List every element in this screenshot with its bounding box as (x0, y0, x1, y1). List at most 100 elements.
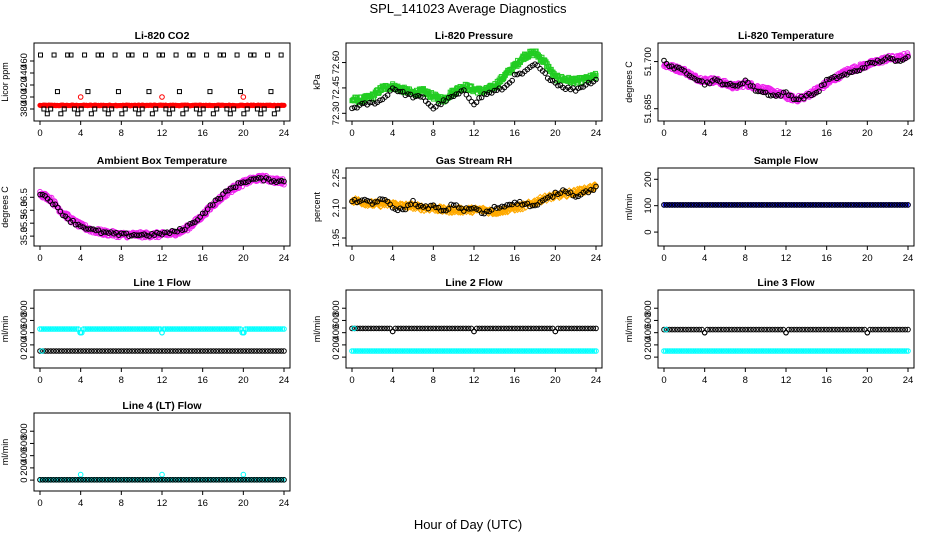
data-point (275, 326, 282, 332)
data-point (420, 94, 426, 100)
data-point (392, 325, 399, 332)
data-point (194, 477, 201, 483)
data-point (446, 325, 453, 332)
data-point (254, 348, 260, 354)
data-point (485, 348, 491, 354)
data-point (737, 326, 743, 333)
x-tick-label: 20 (238, 128, 249, 139)
data-point (195, 326, 202, 332)
data-point (368, 348, 374, 354)
data-point (765, 348, 772, 354)
data-point (446, 348, 453, 354)
y-tick-label: 460 (19, 53, 30, 69)
data-point (183, 348, 190, 354)
data-point (471, 205, 477, 211)
data-point (364, 197, 371, 204)
data-point (354, 348, 361, 354)
data-point (72, 326, 78, 332)
data-point (54, 326, 61, 332)
data-point (241, 111, 247, 117)
data-point (382, 348, 388, 354)
data-point (444, 325, 450, 332)
data-point (560, 348, 566, 354)
data-point (805, 348, 812, 354)
data-point (171, 228, 178, 235)
data-point (530, 348, 537, 354)
data-point (435, 100, 442, 107)
data-point (399, 348, 406, 354)
data-point (61, 348, 68, 354)
data-point (791, 202, 797, 208)
data-point (68, 52, 74, 58)
data-point (75, 348, 81, 354)
data-point (682, 202, 689, 208)
data-point (170, 348, 176, 354)
data-point (457, 348, 463, 354)
data-point (389, 348, 395, 354)
data-point (246, 326, 252, 332)
data-point (240, 329, 247, 336)
data-point (486, 89, 493, 96)
data-point (159, 94, 165, 100)
data-point (408, 325, 415, 332)
data-point (131, 326, 137, 332)
data-point (450, 348, 456, 354)
data-point (147, 326, 153, 332)
data-point (532, 202, 538, 209)
data-point (186, 348, 192, 354)
data-point (897, 58, 904, 64)
data-point (901, 348, 908, 354)
data-point (49, 201, 56, 208)
data-point (42, 348, 49, 354)
data-point (199, 210, 206, 217)
data-point (718, 348, 725, 354)
data-point (669, 202, 675, 208)
data-point (44, 111, 50, 117)
x-tick-label: 16 (509, 375, 520, 386)
data-point (240, 348, 247, 354)
data-point (675, 348, 681, 354)
data-point (278, 348, 285, 354)
y-axis-label: ml/min (624, 316, 634, 343)
data-point (867, 202, 873, 208)
data-point (179, 227, 186, 233)
data-point (264, 477, 271, 483)
data-point (235, 348, 241, 354)
data-point (418, 348, 425, 354)
data-point (251, 477, 257, 483)
data-point (886, 202, 892, 208)
y-tick-label: 800 (19, 300, 30, 316)
data-point (869, 326, 876, 333)
data-point (522, 201, 528, 207)
data-point (216, 348, 222, 354)
data-point (54, 204, 61, 211)
data-point (850, 202, 857, 208)
data-point (275, 106, 281, 112)
data-point (593, 325, 599, 332)
data-point (488, 348, 495, 354)
data-point (887, 55, 894, 62)
data-point (661, 202, 667, 208)
data-point (397, 88, 404, 95)
data-point (448, 94, 454, 100)
data-point (794, 202, 800, 208)
data-point (37, 326, 43, 332)
data-point (872, 202, 879, 208)
data-point (880, 348, 887, 354)
data-point (758, 348, 765, 354)
x-tick-label: 24 (279, 375, 290, 386)
data-point (468, 325, 475, 332)
data-point (263, 326, 270, 332)
x-tick-label: 24 (903, 253, 914, 264)
data-point (568, 348, 575, 354)
data-point (61, 326, 68, 332)
data-point (153, 477, 160, 483)
data-point (366, 99, 373, 106)
data-point (400, 206, 406, 213)
data-point (587, 348, 594, 354)
x-tick-label: 12 (157, 253, 168, 264)
data-point (582, 348, 589, 354)
data-point (223, 326, 230, 332)
